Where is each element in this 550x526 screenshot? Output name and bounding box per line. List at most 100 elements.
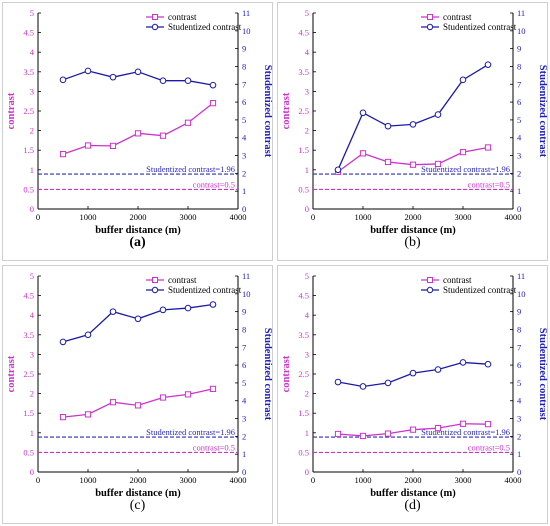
legend-marker-square [427, 277, 433, 283]
x-tick-label: 3000 [455, 475, 472, 485]
y-axis-label-right: Studentized contrast [262, 65, 272, 158]
y-axis-label-left: contrast [281, 355, 292, 392]
data-point-studentized [109, 73, 117, 81]
legend-marker-square [152, 14, 158, 20]
y-tick-label-right: 2 [242, 431, 246, 441]
y-tick-label-right: 3 [517, 151, 521, 161]
data-point-studentized [134, 68, 142, 76]
legend-marker-circle [426, 286, 434, 294]
y-tick-label-left: 0 [305, 204, 309, 214]
x-tick-label: 1000 [80, 475, 97, 485]
y-tick-label-right: 11 [517, 8, 525, 18]
y-tick-label-right: 9 [517, 44, 521, 54]
y-tick-label-left: 2 [30, 389, 34, 399]
threshold-label-contrast: contrast=0.5 [468, 442, 510, 452]
x-tick-label: 1000 [355, 475, 372, 485]
y-tick-label-left: 4.5 [23, 291, 34, 301]
threshold-label-studentized: Studentized contrast=1.96 [146, 164, 235, 174]
y-tick-label-right: 4 [517, 396, 522, 406]
data-point-contrast [209, 100, 217, 107]
data-point-studentized [359, 383, 367, 390]
threshold-label-contrast: contrast=0.5 [193, 442, 235, 452]
y-tick-label-right: 6 [242, 97, 246, 107]
data-point-studentized [484, 360, 492, 368]
y-tick-label-right: 10 [242, 289, 251, 299]
y-tick-label-left: 4 [30, 310, 35, 320]
x-tick-label: 2000 [130, 475, 147, 485]
data-point-contrast [109, 399, 117, 406]
data-point-studentized [484, 61, 492, 68]
data-point-contrast [59, 151, 67, 158]
legend-entry: Studentized contrast [168, 22, 242, 32]
x-tick-label: 2000 [130, 212, 147, 222]
y-tick-label-left: 0.5 [23, 184, 34, 194]
y-tick-label-left: 5 [30, 8, 34, 18]
data-point-contrast [184, 391, 192, 398]
x-tick-label: 0 [36, 475, 40, 485]
y-tick-label-left: 0.5 [298, 447, 309, 457]
y-axis-label-right: Studentized contrast [537, 65, 547, 158]
y-tick-label-right: 6 [242, 360, 246, 370]
y-tick-label-left: 3.5 [298, 67, 309, 77]
y-tick-label-right: 3 [242, 151, 246, 161]
panel-label-c: (c) [129, 498, 146, 513]
y-tick-label-left: 4.5 [298, 28, 309, 38]
panel-label-d: (d) [404, 498, 421, 513]
data-point-studentized [184, 77, 192, 85]
chart-panel-c: 0 0.5 1 1.5 2 2.5 3 3.5 4 4.5 5 0 1 2 3 4 5 6 7 8 9 10 11 0 1000… [2, 265, 273, 524]
y-tick-label-left: 3.5 [23, 67, 34, 77]
y-tick-label-left: 5 [30, 271, 34, 281]
y-tick-label-right: 7 [242, 342, 246, 352]
data-point-contrast [84, 411, 92, 418]
data-point-studentized [384, 379, 392, 387]
y-tick-label-left: 2.5 [23, 106, 34, 116]
data-point-contrast [359, 432, 367, 440]
y-tick-label-left: 0.5 [23, 447, 34, 457]
data-point-studentized [109, 308, 117, 315]
data-point-studentized [134, 315, 142, 323]
chart-panel-a: 0 0.5 1 1.5 2 2.5 3 3.5 4 4.5 5 0 1 2 3 4 5 6 7 8 9 10 11 0 1000… [2, 2, 273, 261]
data-point-contrast [59, 414, 67, 421]
y-tick-label-left: 4 [30, 47, 35, 57]
y-tick-label-right: 5 [242, 378, 246, 388]
y-tick-label-right: 2 [517, 431, 521, 441]
y-tick-label-left: 0.5 [298, 184, 309, 194]
y-tick-label-right: 8 [517, 61, 521, 71]
y-tick-label-right: 7 [517, 342, 521, 352]
x-tick-label: 4000 [505, 475, 522, 485]
y-tick-label-left: 1 [30, 165, 34, 175]
x-tick-label: 2000 [405, 475, 422, 485]
chart-panel-d: 0 0.5 1 1.5 2 2.5 3 3.5 4 4.5 5 0 1 2 3 4 5 6 7 8 9 10 11 0 1000… [277, 265, 548, 524]
y-tick-label-left: 1 [305, 165, 309, 175]
x-tick-label: 4000 [505, 212, 522, 222]
legend-marker-circle [151, 286, 159, 294]
data-point-studentized [159, 306, 167, 314]
y-tick-label-right: 6 [517, 360, 521, 370]
x-axis-label: buffer distance (m) [370, 225, 456, 236]
y-tick-label-right: 10 [517, 26, 526, 36]
chart-c: 0 0.5 1 1.5 2 2.5 3 3.5 4 4.5 5 0 1 2 3 4 5 6 7 8 9 10 11 0 1000… [6, 271, 272, 499]
y-tick-label-left: 2 [305, 389, 309, 399]
threshold-label-contrast: contrast=0.5 [193, 179, 235, 189]
y-tick-label-left: 3.5 [298, 330, 309, 340]
data-point-studentized [334, 378, 342, 386]
legend-entry: contrast [168, 275, 197, 285]
chart-panel-b: 0 0.5 1 1.5 2 2.5 3 3.5 4 4.5 5 0 1 2 3 4 5 6 7 8 9 10 11 0 1000… [277, 2, 548, 261]
legend-marker-circle [426, 23, 434, 31]
data-point-studentized [184, 304, 192, 312]
data-point-studentized [59, 338, 67, 346]
y-axis-label-left: contrast [6, 355, 17, 392]
x-tick-label: 1000 [355, 212, 372, 222]
threshold-label-contrast: contrast=0.5 [468, 179, 510, 189]
y-tick-label-left: 2.5 [23, 369, 34, 379]
y-tick-label-right: 9 [517, 307, 521, 317]
y-tick-label-right: 5 [517, 378, 521, 388]
legend-entry: Studentized contrast [168, 285, 242, 295]
y-tick-label-left: 1 [30, 428, 34, 438]
y-tick-label-right: 1 [242, 449, 246, 459]
y-tick-label-right: 1 [517, 449, 521, 459]
x-tick-label: 3000 [180, 212, 197, 222]
y-tick-label-right: 8 [242, 324, 246, 334]
threshold-label-studentized: Studentized contrast=1.96 [421, 164, 510, 174]
